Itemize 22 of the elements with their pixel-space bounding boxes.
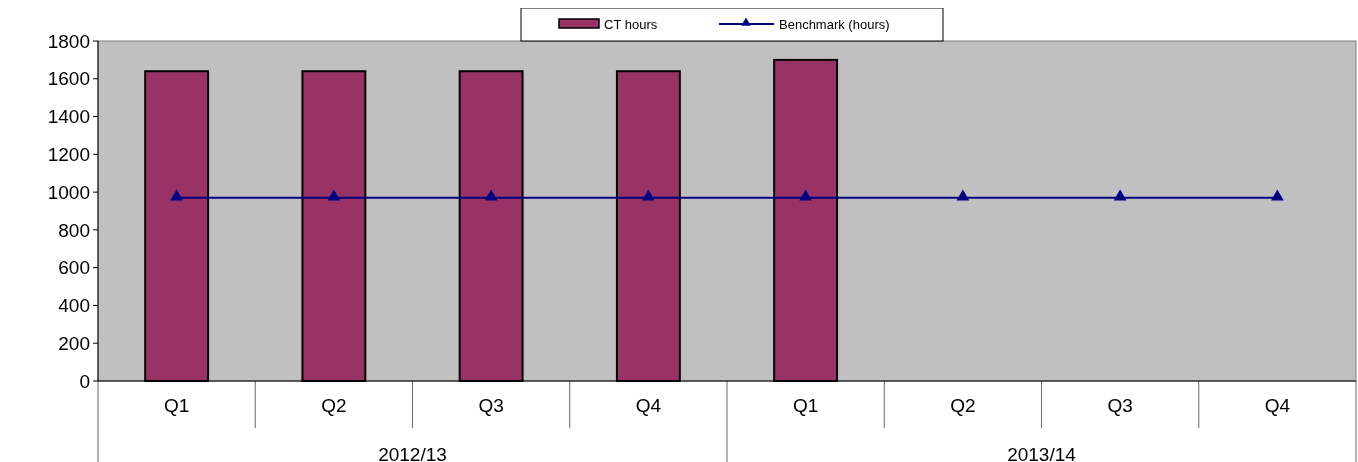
text: 2013/14 [1007,444,1077,462]
y-tick-label: 200 [58,332,90,354]
y-tick-label: 1600 [47,68,90,90]
y-tick-label: 1200 [47,143,90,165]
y-tick-label: 800 [58,219,90,241]
x-tick-label: Q2 [950,395,976,416]
x-tick-label: Q4 [635,395,662,416]
y-tick-label: 1400 [47,106,90,128]
x-tick-label: Q3 [1107,395,1133,416]
x-tick-label: Q1 [792,395,819,416]
x-tick-label: Q3 [478,395,504,416]
y-tick-label: 600 [58,257,90,279]
y-tick-label: 1800 [47,30,90,52]
x-tick-label: Q1 [163,395,190,416]
y-tick-label: 0 [79,370,90,392]
y-tick-label: 400 [58,295,90,317]
legend-label: CT hours [604,16,658,32]
x-tick-label: Q2 [321,395,347,416]
x-tick-label: Q4 [1264,395,1291,416]
legend-label: Benchmark (hours) [779,16,890,32]
y-tick-label: 1000 [47,181,90,203]
text: 2012/13 [378,444,447,462]
